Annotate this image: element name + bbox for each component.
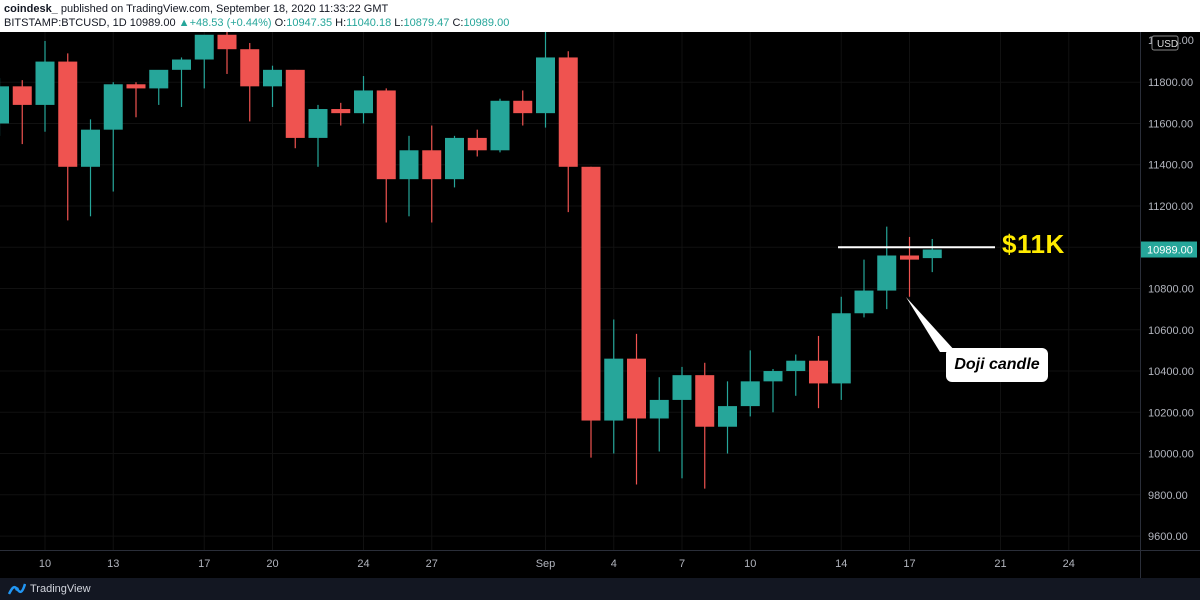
last-price: 10989.00 bbox=[129, 17, 176, 29]
close-value: 10989.00 bbox=[463, 17, 510, 29]
candle-body bbox=[172, 59, 191, 70]
candle-body bbox=[240, 49, 260, 87]
candle-body bbox=[81, 129, 100, 167]
price-tick-label: 11200.00 bbox=[1148, 201, 1193, 213]
candle-body bbox=[536, 57, 555, 114]
time-tick-label: 20 bbox=[266, 558, 278, 570]
candle-body bbox=[627, 358, 646, 419]
candle-body bbox=[604, 358, 624, 421]
candle-body bbox=[467, 137, 487, 151]
candle-body bbox=[490, 100, 510, 151]
price-tick-label: 10200.00 bbox=[1148, 407, 1194, 419]
candle-body bbox=[740, 381, 760, 407]
time-tick-label: 13 bbox=[107, 558, 119, 570]
up-arrow-icon: ▲ bbox=[178, 17, 190, 29]
currency-label: USD bbox=[1157, 39, 1178, 50]
time-tick-label: 14 bbox=[835, 558, 847, 570]
price-tick-label: 11800.00 bbox=[1148, 77, 1193, 89]
price-change: +48.53 (+0.44%) bbox=[189, 17, 272, 29]
symbol-label[interactable]: BITSTAMP:BTCUSD, 1D bbox=[4, 17, 127, 29]
candle-body bbox=[422, 150, 442, 180]
price-tick-label: 10800.00 bbox=[1148, 284, 1194, 296]
price-tick-label: 10600.00 bbox=[1148, 325, 1194, 337]
candle-body bbox=[763, 371, 783, 382]
price-tick-label: 10000.00 bbox=[1148, 449, 1194, 461]
tradingview-logo-icon bbox=[8, 583, 26, 595]
time-tick-label: 7 bbox=[679, 558, 685, 570]
candle-body bbox=[695, 375, 715, 427]
time-tick-label: 17 bbox=[198, 558, 210, 570]
author-name[interactable]: coindesk_ bbox=[4, 3, 58, 15]
price-tick-label: 9800.00 bbox=[1148, 490, 1188, 502]
tradingview-logo[interactable]: TradingView bbox=[8, 582, 91, 596]
high-label: H: bbox=[335, 17, 347, 29]
candle-body bbox=[649, 399, 669, 419]
candle-body bbox=[194, 34, 214, 60]
level-11k-label: $11K bbox=[1002, 229, 1065, 259]
price-tick-label: 11600.00 bbox=[1148, 118, 1193, 130]
time-tick-label: 24 bbox=[357, 558, 369, 570]
candle-body bbox=[877, 255, 897, 291]
doji-callout: Doji candle bbox=[946, 348, 1048, 382]
candle-body bbox=[35, 61, 55, 105]
candle-body bbox=[718, 406, 737, 427]
candle-body bbox=[809, 360, 828, 384]
time-tick-label: 10 bbox=[744, 558, 756, 570]
price-tick-label: 11400.00 bbox=[1148, 160, 1193, 172]
tradingview-footer: TradingView bbox=[0, 578, 1200, 600]
candle-body bbox=[126, 84, 146, 89]
candle-body bbox=[786, 360, 806, 372]
time-tick-label: 10 bbox=[39, 558, 51, 570]
candle-body bbox=[103, 84, 123, 130]
time-tick-label: 24 bbox=[1063, 558, 1075, 570]
time-tick-label: 4 bbox=[611, 558, 617, 570]
low-label: L: bbox=[394, 17, 404, 29]
high-value: 11040.18 bbox=[346, 17, 392, 29]
low-value: 10879.47 bbox=[403, 17, 450, 29]
currency-badge bbox=[1151, 35, 1179, 51]
candle-body bbox=[285, 69, 305, 138]
candle-body bbox=[58, 61, 78, 167]
candle-body bbox=[558, 57, 578, 167]
doji-pointer bbox=[906, 297, 956, 352]
candle-body bbox=[149, 69, 169, 89]
price-tick-label: 9600.00 bbox=[1148, 531, 1188, 543]
candle-body bbox=[581, 166, 601, 421]
candle-body bbox=[0, 86, 9, 124]
time-tick-label: 21 bbox=[994, 558, 1006, 570]
candle-body bbox=[900, 255, 919, 260]
open-value: 10947.35 bbox=[286, 17, 333, 29]
time-tick-label: 27 bbox=[426, 558, 438, 570]
brand-name: TradingView bbox=[30, 583, 91, 595]
candle-body bbox=[263, 69, 282, 87]
candle-body bbox=[308, 109, 328, 138]
candle-body bbox=[376, 90, 396, 180]
open-label: O: bbox=[274, 17, 287, 29]
time-tick-label: 17 bbox=[903, 558, 915, 570]
candle-body bbox=[12, 86, 32, 105]
candle-body bbox=[445, 137, 464, 180]
time-tick-label: Sep bbox=[536, 558, 556, 570]
current-price-badge bbox=[1141, 241, 1197, 258]
candle-body bbox=[331, 109, 351, 114]
chart-header: coindesk_ published on TradingView.com, … bbox=[0, 0, 1200, 32]
candle-body bbox=[831, 313, 851, 384]
close-label: C: bbox=[452, 17, 464, 29]
candle-body bbox=[217, 34, 237, 50]
current-price-label: 10989.00 bbox=[1147, 245, 1193, 257]
candle-body bbox=[854, 290, 874, 314]
candle-body bbox=[399, 150, 419, 180]
price-tick-label: 10400.00 bbox=[1148, 366, 1194, 378]
candle-body bbox=[922, 249, 942, 259]
candle-body bbox=[672, 375, 692, 400]
candle-body bbox=[513, 100, 533, 114]
candle-body bbox=[354, 90, 373, 114]
publish-info: published on TradingView.com, September … bbox=[60, 3, 389, 15]
